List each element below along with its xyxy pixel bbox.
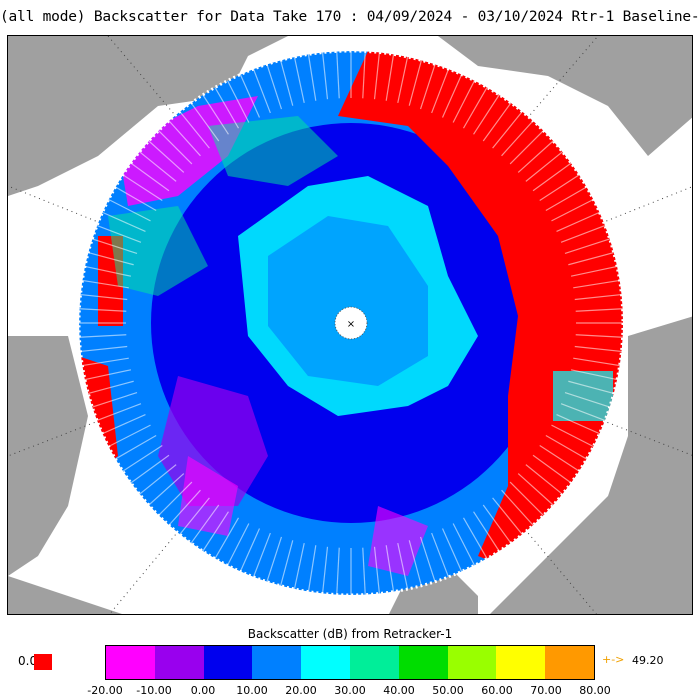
colorbar-segment xyxy=(301,646,350,679)
colorbar-segment xyxy=(545,646,594,679)
colorbar-tick-label: 80.00 xyxy=(579,684,611,697)
legend-title: Backscatter (dB) from Retracker-1 xyxy=(247,627,453,641)
colorbar-tick-label: 10.00 xyxy=(236,684,268,697)
chart-title: (all mode) Backscatter for Data Take 170… xyxy=(0,9,700,25)
colorbar-segment xyxy=(398,646,448,679)
colorbar-ticks: -20.00 -10.00 0.00 10.00 20.00 30.00 40.00 50.0… xyxy=(0,684,700,700)
colorbar-segment xyxy=(252,646,302,679)
colorbar-tick-label: 30.00 xyxy=(334,684,366,697)
colorbar-segment xyxy=(496,646,546,679)
colorbar-segment xyxy=(349,646,399,679)
polar-map-canvas: × xyxy=(8,36,692,614)
colorbar-tick-label: 70.00 xyxy=(530,684,562,697)
colorbar-segment xyxy=(106,646,155,679)
land-masses xyxy=(8,36,692,614)
colorbar-tick-label: 50.00 xyxy=(432,684,464,697)
pole-hole xyxy=(334,306,368,340)
over-range-arrow: +-> xyxy=(602,653,625,666)
colorbar-tick-label: 0.00 xyxy=(190,684,216,697)
zero-value-swatch xyxy=(34,654,52,670)
colorbar-tick-label: -20.00 xyxy=(87,684,123,697)
colorbar-tick-label: -10.00 xyxy=(136,684,172,697)
zero-value-label: 0.0 xyxy=(18,654,38,668)
colorbar-segment xyxy=(154,646,204,679)
colorbar-segment xyxy=(447,646,497,679)
over-range-value: 49.20 xyxy=(632,654,664,667)
pole-marker: × xyxy=(347,319,355,330)
colorbar xyxy=(105,645,595,680)
colorbar-segment xyxy=(203,646,253,679)
colorbar-tick-label: 60.00 xyxy=(481,684,513,697)
colorbar-tick-label: 20.00 xyxy=(285,684,317,697)
polar-map: × xyxy=(7,35,693,615)
swath-edge xyxy=(77,49,625,597)
colorbar-tick-label: 40.00 xyxy=(383,684,415,697)
